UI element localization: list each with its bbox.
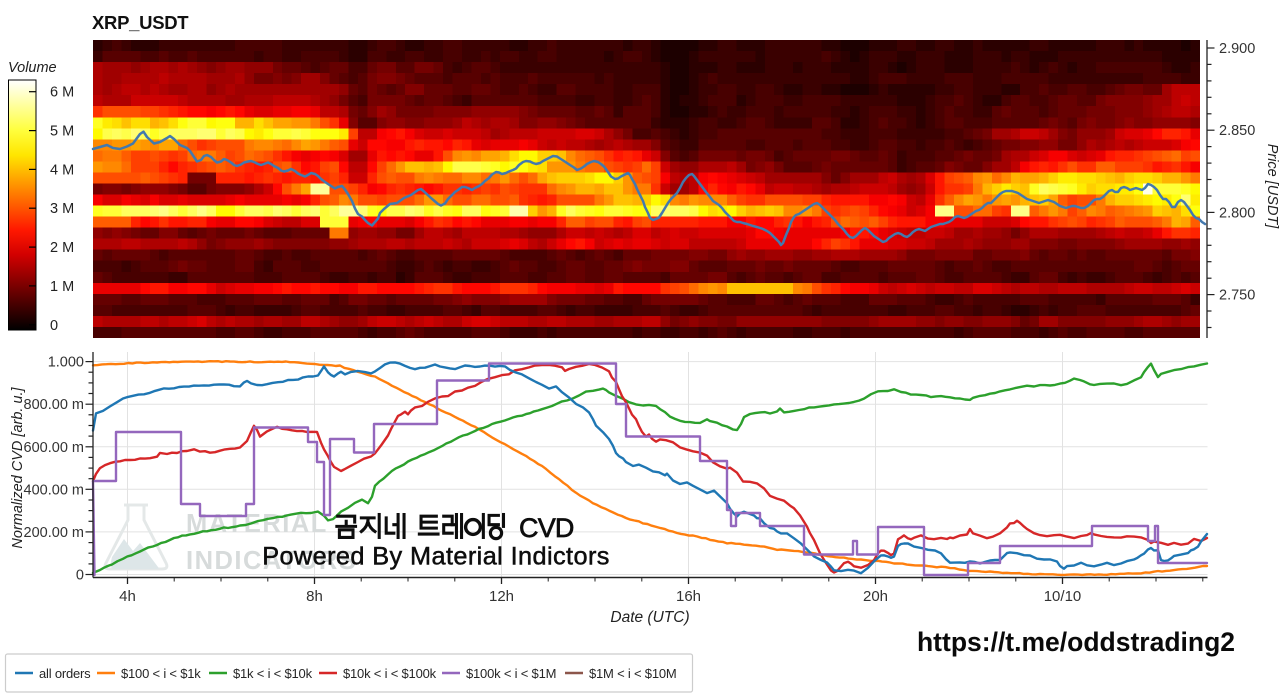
svg-text:CVD: CVD bbox=[519, 513, 574, 543]
svg-text:600.00 m: 600.00 m bbox=[24, 440, 84, 456]
svg-text:0: 0 bbox=[50, 318, 58, 334]
svg-text:$100k < i < $1M: $100k < i < $1M bbox=[466, 666, 556, 681]
svg-text:all orders: all orders bbox=[39, 666, 91, 681]
svg-text:0: 0 bbox=[76, 568, 84, 584]
svg-text:https://t.me/oddstrading2: https://t.me/oddstrading2 bbox=[917, 627, 1235, 657]
svg-text:5 M: 5 M bbox=[50, 124, 74, 140]
svg-text:MATERIAL: MATERIAL bbox=[186, 510, 328, 538]
svg-text:10/10: 10/10 bbox=[1044, 588, 1082, 605]
svg-text:1 M: 1 M bbox=[50, 279, 74, 295]
svg-text:2 M: 2 M bbox=[50, 240, 74, 256]
svg-text:3 M: 3 M bbox=[50, 201, 74, 217]
svg-text:200.00 m: 200.00 m bbox=[24, 525, 84, 541]
svg-text:Normalized CVD [arb. u.]: Normalized CVD [arb. u.] bbox=[10, 386, 26, 548]
svg-text:20h: 20h bbox=[863, 588, 888, 605]
svg-text:Powered By Material Indictors: Powered By Material Indictors bbox=[262, 543, 610, 571]
svg-text:6 M: 6 M bbox=[50, 85, 74, 101]
svg-text:16h: 16h bbox=[676, 588, 701, 605]
svg-text:$100 < i < $1k: $100 < i < $1k bbox=[121, 666, 201, 681]
svg-text:800.00 m: 800.00 m bbox=[24, 397, 84, 413]
svg-text:$1k < i < $10k: $1k < i < $10k bbox=[233, 666, 313, 681]
svg-text:400.00 m: 400.00 m bbox=[24, 482, 84, 498]
svg-text:INDICATORS: INDICATORS bbox=[186, 547, 357, 575]
svg-text:2.900: 2.900 bbox=[1219, 41, 1255, 57]
svg-text:4h: 4h bbox=[119, 588, 136, 605]
svg-text:$1M < i < $10M: $1M < i < $10M bbox=[589, 666, 677, 681]
svg-text:Date (UTC): Date (UTC) bbox=[610, 609, 689, 626]
svg-text:2.800: 2.800 bbox=[1219, 205, 1255, 221]
svg-text:1.000: 1.000 bbox=[48, 355, 84, 371]
svg-text:Volume: Volume bbox=[8, 60, 57, 76]
svg-text:4 M: 4 M bbox=[50, 162, 74, 178]
svg-text:8h: 8h bbox=[306, 588, 323, 605]
svg-text:Price [USDT]: Price [USDT] bbox=[1264, 144, 1280, 230]
svg-text:XRP_USDT: XRP_USDT bbox=[92, 12, 189, 33]
svg-text:2.750: 2.750 bbox=[1219, 288, 1255, 304]
svg-text:12h: 12h bbox=[489, 588, 514, 605]
svg-text:2.850: 2.850 bbox=[1219, 123, 1255, 139]
svg-text:$10k < i < $100k: $10k < i < $100k bbox=[343, 666, 437, 681]
